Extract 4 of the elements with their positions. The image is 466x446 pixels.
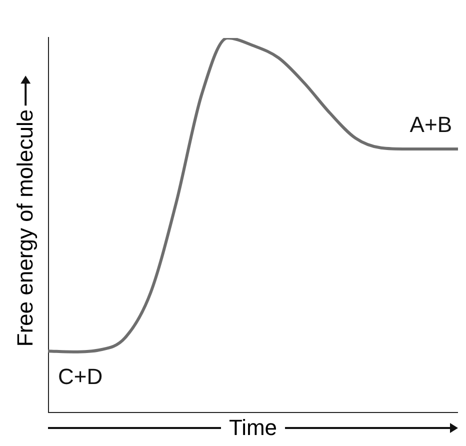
x-axis-title: Time [228,415,278,441]
annotation: A+B [410,112,452,138]
annotation: C+D [58,364,103,390]
y-axis-title: Free energy of molecule [13,108,39,346]
